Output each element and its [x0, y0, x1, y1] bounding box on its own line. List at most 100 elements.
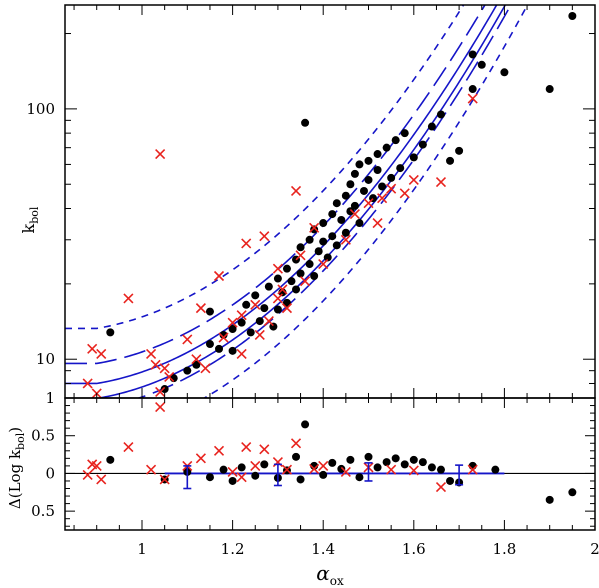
data-point-cross	[386, 464, 397, 475]
data-point-circle	[332, 241, 341, 250]
data-point-cross	[82, 378, 93, 389]
data-point-circle	[455, 146, 464, 155]
data-point-cross	[87, 343, 98, 354]
data-point-circle	[355, 160, 364, 169]
data-point-cross	[408, 174, 419, 186]
data-point-circle	[391, 136, 400, 145]
bottom-ylabel-sub: bol	[14, 432, 27, 450]
x-tick-label: 1	[137, 540, 147, 558]
svg-text:kbol: kbol	[19, 206, 41, 233]
data-point-circle	[373, 150, 382, 159]
data-point-cross	[263, 316, 274, 327]
data-point-circle	[305, 235, 314, 244]
data-point-circle	[314, 247, 323, 256]
top-y-tick-labels: 10 100	[26, 100, 55, 368]
bottom-points	[82, 401, 577, 504]
data-point-circle	[364, 175, 373, 184]
data-point-circle	[237, 463, 246, 472]
data-point-cross	[254, 329, 265, 341]
data-point-circle	[183, 366, 192, 375]
data-point-circle	[192, 360, 201, 369]
top-points	[82, 11, 577, 398]
data-point-cross	[236, 310, 247, 321]
x-tick-label: 1.2	[221, 540, 245, 558]
data-point-circle	[427, 122, 436, 131]
data-point-circle	[350, 169, 359, 178]
data-point-cross	[467, 93, 478, 104]
data-point-cross	[408, 465, 419, 476]
data-point-cross	[435, 177, 447, 188]
short-dash-curve	[65, 5, 465, 330]
data-point-circle	[341, 191, 350, 200]
data-point-circle	[292, 452, 301, 461]
data-point-circle	[323, 253, 332, 262]
data-point-cross	[159, 363, 170, 374]
x-tick-label: 1.6	[402, 540, 426, 558]
data-point-cross	[123, 293, 134, 304]
data-point-circle	[292, 285, 301, 294]
data-point-circle	[251, 291, 260, 300]
data-point-circle	[282, 298, 291, 307]
data-point-cross	[146, 348, 157, 359]
long-dash-curve	[136, 5, 512, 398]
data-point-cross	[241, 441, 252, 453]
data-point-circle	[468, 50, 477, 59]
bottom-panel-frame	[64, 397, 596, 531]
data-point-circle	[205, 340, 214, 349]
data-point-circle	[301, 118, 310, 127]
data-point-circle	[477, 60, 486, 69]
data-point-cross	[349, 209, 360, 220]
data-point-circle	[310, 225, 319, 234]
data-point-circle	[332, 199, 341, 208]
data-point-circle	[260, 304, 269, 313]
data-point-circle	[305, 260, 314, 269]
data-point-circle	[215, 344, 224, 353]
data-point-cross	[272, 263, 283, 274]
data-point-circle	[373, 165, 382, 174]
data-point-circle	[400, 460, 409, 469]
data-point-cross	[195, 303, 206, 314]
data-point-circle	[242, 300, 251, 309]
error-bar	[273, 463, 282, 487]
data-point-circle	[301, 420, 310, 429]
data-point-cross	[155, 386, 166, 398]
top-panel: 10 100 kbol	[19, 4, 596, 399]
data-point-cross	[123, 441, 134, 453]
data-point-circle	[251, 471, 260, 480]
data-point-circle	[228, 325, 237, 334]
data-point-cross	[227, 317, 238, 328]
data-point-circle	[205, 473, 214, 482]
data-point-circle	[273, 274, 282, 283]
data-point-cross	[82, 469, 93, 481]
data-point-cross	[259, 444, 270, 455]
data-point-circle	[373, 463, 382, 472]
data-point-circle	[568, 488, 577, 497]
data-point-cross	[227, 466, 238, 477]
data-point-circle	[491, 465, 500, 474]
data-point-circle	[228, 346, 237, 355]
data-point-cross	[91, 460, 102, 471]
data-point-circle	[409, 153, 418, 162]
data-point-cross	[272, 293, 283, 304]
data-point-cross	[277, 284, 288, 295]
data-point-circle	[409, 455, 418, 464]
data-point-circle	[328, 210, 337, 219]
data-point-cross	[290, 438, 302, 449]
data-point-circle	[545, 85, 554, 94]
data-point-circle	[319, 219, 328, 228]
error-bar	[455, 464, 464, 486]
data-point-cross	[195, 453, 206, 464]
data-point-circle	[219, 465, 228, 474]
top-ticks	[65, 5, 596, 399]
data-point-circle	[106, 328, 115, 337]
data-point-circle	[273, 305, 282, 314]
y-tick-label: 1	[45, 389, 55, 407]
x-tick-labels: 1 1.2 1.4 1.6 1.8 2	[137, 540, 599, 558]
data-point-circle	[378, 182, 387, 191]
data-point-cross	[155, 148, 166, 160]
bottom-y-axis-title: Δ(Log kbol)	[6, 427, 27, 509]
top-y-axis-title: kbol	[19, 206, 41, 233]
data-point-circle	[328, 458, 337, 467]
data-point-cross	[213, 270, 225, 282]
data-point-circle	[391, 454, 400, 463]
